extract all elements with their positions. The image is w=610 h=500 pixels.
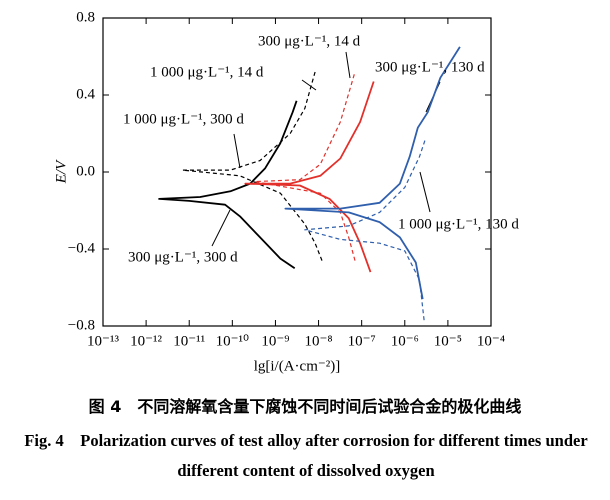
curve bbox=[254, 71, 356, 261]
curve bbox=[181, 71, 323, 261]
x-tick-label: 10⁻⁹ bbox=[261, 333, 289, 349]
curve-label: 1 000 μg·L⁻¹, 300 d bbox=[123, 111, 244, 127]
curve-label: 1 000 μg·L⁻¹, 14 d bbox=[150, 64, 264, 80]
caption-zh: 图 4 不同溶解氧含量下腐蚀不同时间后试验合金的极化曲线 bbox=[88, 397, 522, 416]
x-tick-label: 10⁻¹¹ bbox=[173, 333, 205, 349]
arrow bbox=[345, 51, 351, 79]
arrow bbox=[233, 133, 241, 169]
y-tick-label: −0.4 bbox=[68, 240, 96, 256]
curve-label: 300 μg·L⁻¹, 300 d bbox=[128, 249, 238, 265]
arrow bbox=[301, 79, 317, 91]
x-tick-label: 10⁻¹² bbox=[130, 333, 162, 349]
curve-label: 300 μg·L⁻¹, 14 d bbox=[258, 33, 361, 49]
curve-label: 300 μg·L⁻¹, 130 d bbox=[375, 59, 485, 75]
y-tick-label: 0.4 bbox=[76, 86, 95, 102]
curve bbox=[158, 100, 298, 270]
x-tick-label: 10⁻¹⁰ bbox=[216, 333, 249, 349]
x-tick-label: 10⁻⁴ bbox=[477, 333, 505, 349]
x-tick-label: 10⁻¹³ bbox=[87, 333, 119, 349]
arrow bbox=[211, 209, 231, 247]
chart: E/V lg[i/(A·cm⁻²)] −0.8 −0.4 0.0 0.4 0.8 10⁻¹… bbox=[53, 9, 519, 374]
x-tick-label: 10⁻⁷ bbox=[348, 333, 376, 349]
x-tick-label: 10⁻⁵ bbox=[434, 333, 462, 349]
y-tick-label: 0.0 bbox=[76, 163, 95, 179]
x-tick-label: 10⁻⁶ bbox=[391, 333, 419, 349]
y-tick-label: 0.8 bbox=[76, 9, 95, 25]
caption-en: Fig. 4 Polarization curves of test alloy… bbox=[24, 431, 588, 480]
curve bbox=[304, 139, 426, 321]
x-axis-label: lg[i/(A·cm⁻²)] bbox=[254, 358, 341, 374]
x-tick-label: 10⁻⁸ bbox=[304, 333, 332, 349]
curve bbox=[244, 81, 375, 273]
curve bbox=[284, 46, 461, 300]
y-tick-label: −0.8 bbox=[68, 317, 95, 333]
curve-label: 1 000 μg·L⁻¹, 130 d bbox=[398, 216, 519, 232]
y-axis-label: E/V bbox=[53, 159, 69, 184]
arrow bbox=[419, 171, 431, 213]
